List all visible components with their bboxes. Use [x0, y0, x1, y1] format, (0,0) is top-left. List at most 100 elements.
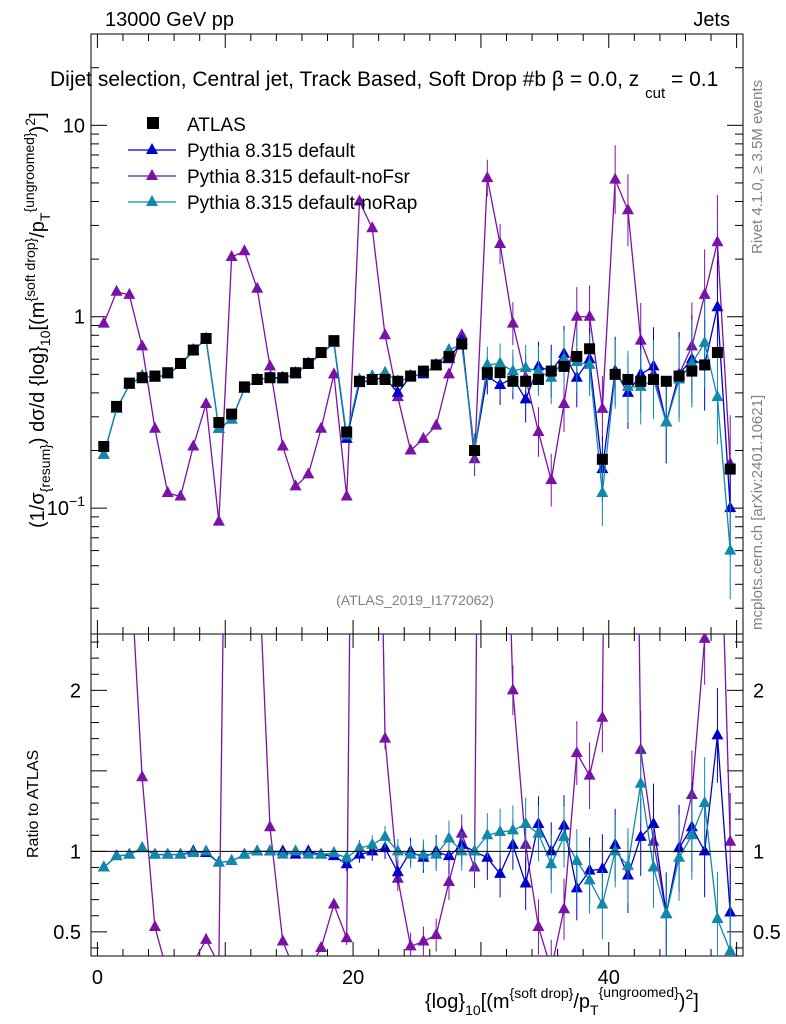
ratio-point — [111, 361, 123, 372]
ratio-point — [698, 796, 711, 808]
ratio-point — [570, 746, 583, 758]
series-point — [404, 443, 417, 455]
legend-label-default: Pythia 8.315 default — [187, 141, 356, 162]
ratio-ytick-label-right: 1 — [753, 841, 764, 863]
atlas-point — [648, 373, 660, 385]
atlas-point — [341, 426, 353, 438]
series-point — [366, 221, 379, 233]
ratio-point — [174, 847, 187, 859]
series-point — [698, 335, 711, 347]
series-point — [724, 543, 737, 555]
atlas-point — [571, 350, 583, 362]
series-point — [379, 328, 392, 340]
atlas-point — [532, 373, 544, 385]
ratio-point — [506, 683, 519, 695]
ratio-point — [519, 816, 532, 828]
ratio-point — [545, 857, 558, 869]
ratio-point — [558, 829, 571, 841]
atlas-point — [98, 440, 110, 452]
ratio-point — [494, 866, 507, 878]
ratio-point — [545, 962, 557, 973]
series-point — [609, 172, 622, 184]
xtick-label: 40 — [598, 967, 620, 989]
ratio-point — [430, 847, 443, 859]
ratio-point — [596, 897, 609, 909]
ratio-point — [647, 860, 660, 872]
ratio-point — [442, 874, 455, 886]
beta-text: β = 0.0, z — [552, 68, 639, 91]
ratio-ytick-label: 1 — [70, 841, 81, 863]
ratio-line — [103, 735, 731, 915]
series-point — [225, 250, 238, 262]
series-point — [583, 357, 596, 369]
series-point — [340, 489, 353, 501]
series-point — [558, 352, 571, 364]
atlas-point — [328, 335, 340, 347]
series-point — [519, 360, 532, 372]
ratio-point — [698, 634, 711, 643]
series-point — [685, 356, 698, 368]
ratio-point — [481, 828, 494, 840]
atlas-point — [507, 375, 519, 387]
series-point — [302, 467, 315, 479]
series-point — [97, 316, 110, 328]
ratio-point — [366, 7, 378, 18]
ratio-point — [570, 854, 583, 866]
series-point — [174, 489, 187, 501]
ratio-point — [97, 860, 110, 872]
ratio-point — [315, 847, 328, 859]
atlas-point — [111, 400, 123, 412]
atlas-point — [711, 347, 723, 359]
ratio-point — [532, 826, 545, 838]
ratio-point — [404, 847, 417, 859]
series-point — [187, 439, 200, 451]
ratio-point — [276, 934, 289, 946]
series-point — [353, 194, 366, 206]
ratio-point — [276, 847, 289, 859]
ratio-point — [200, 932, 213, 944]
series-point — [506, 316, 519, 328]
series-point — [238, 244, 251, 256]
atlas-point — [187, 344, 199, 356]
series-point — [698, 287, 711, 299]
atlas-point — [520, 375, 532, 387]
series-point — [148, 421, 161, 433]
series-point — [200, 396, 213, 408]
ratio-point — [123, 847, 136, 859]
series-point — [711, 300, 724, 312]
series-point — [494, 377, 507, 389]
main-ytick-label: 1 — [74, 307, 85, 329]
atlas-point — [277, 372, 289, 384]
atlas-point — [162, 367, 174, 379]
atlas-point — [456, 338, 468, 350]
atlas-point — [302, 357, 314, 369]
zcut-sub: cut — [645, 85, 666, 102]
main-ylabel: (1/σ{resum}) dσ/d {log}10[(m{soft drop}/… — [21, 112, 53, 528]
ratio-point — [634, 776, 647, 788]
ratio-point — [583, 873, 596, 885]
atlas-point — [584, 343, 596, 355]
ratio-point — [123, 538, 135, 549]
ratio-point — [417, 934, 430, 946]
ratio-point — [455, 844, 468, 856]
series-point — [263, 359, 276, 371]
atlas-point — [417, 365, 429, 377]
ratio-point — [724, 834, 737, 846]
series-point — [430, 418, 443, 430]
ratio-point — [302, 847, 315, 859]
series-point — [391, 385, 404, 397]
xtick-label: 20 — [342, 967, 364, 989]
ytick-exp: −1 — [69, 493, 85, 509]
series-point — [251, 281, 264, 293]
ratio-point — [430, 928, 443, 940]
ratio-point — [442, 831, 455, 843]
atlas-point — [494, 367, 506, 379]
series-point — [379, 365, 392, 377]
atlas-point — [136, 372, 148, 384]
atlas-point — [366, 373, 378, 385]
ratio-point — [711, 728, 724, 740]
series-point — [161, 485, 174, 497]
ratio-ytick-label: 0.5 — [53, 922, 81, 944]
ratio-point — [558, 902, 571, 914]
mcplots-label: mcplots.cern.ch [arXiv:2401.10621] — [749, 395, 766, 630]
